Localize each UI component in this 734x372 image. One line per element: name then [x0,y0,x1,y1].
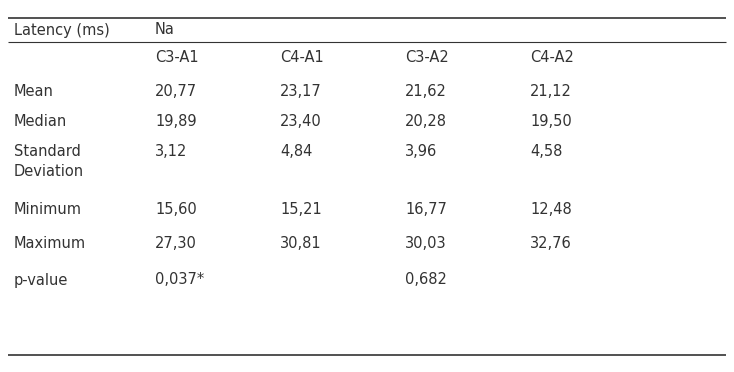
Text: 19,50: 19,50 [530,115,572,129]
Text: Standard: Standard [14,144,81,160]
Text: 23,40: 23,40 [280,115,321,129]
Text: 12,48: 12,48 [530,202,572,218]
Text: p-value: p-value [14,273,68,288]
Text: 20,28: 20,28 [405,115,447,129]
Text: 21,62: 21,62 [405,84,447,99]
Text: Median: Median [14,115,68,129]
Text: 23,17: 23,17 [280,84,321,99]
Text: 4,84: 4,84 [280,144,313,160]
Text: 3,12: 3,12 [155,144,187,160]
Text: 30,03: 30,03 [405,237,446,251]
Text: 16,77: 16,77 [405,202,447,218]
Text: C3-A2: C3-A2 [405,51,448,65]
Text: Latency (ms): Latency (ms) [14,22,110,38]
Text: 15,60: 15,60 [155,202,197,218]
Text: 4,58: 4,58 [530,144,562,160]
Text: Na: Na [155,22,175,38]
Text: 30,81: 30,81 [280,237,321,251]
Text: 0,682: 0,682 [405,273,447,288]
Text: C4-A2: C4-A2 [530,51,574,65]
Text: 0,037*: 0,037* [155,273,204,288]
Text: 19,89: 19,89 [155,115,197,129]
Text: 20,77: 20,77 [155,84,197,99]
Text: C3-A1: C3-A1 [155,51,199,65]
Text: 27,30: 27,30 [155,237,197,251]
Text: Mean: Mean [14,84,54,99]
Text: Deviation: Deviation [14,164,84,180]
Text: 3,96: 3,96 [405,144,437,160]
Text: Minimum: Minimum [14,202,82,218]
Text: 15,21: 15,21 [280,202,321,218]
Text: C4-A1: C4-A1 [280,51,324,65]
Text: 21,12: 21,12 [530,84,572,99]
Text: 32,76: 32,76 [530,237,572,251]
Text: Maximum: Maximum [14,237,86,251]
